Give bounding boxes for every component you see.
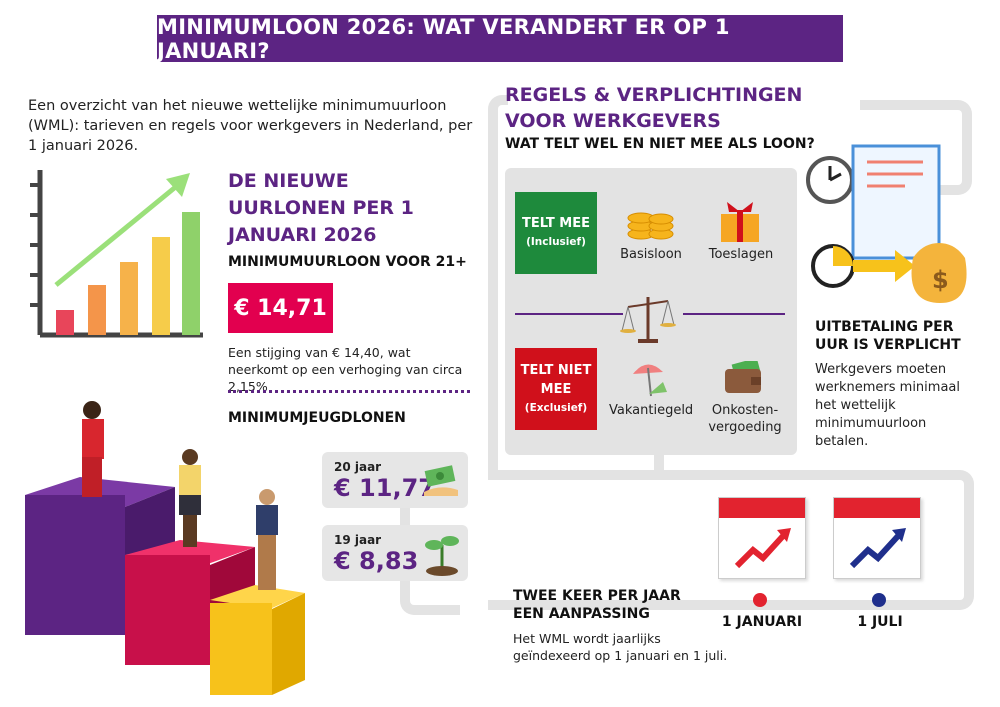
excluded-title: TELT NIET MEE: [520, 362, 592, 397]
indexation-heading: TWEE KEER PER JAAR EEN AANPASSING: [513, 588, 681, 622]
beach-umbrella-icon: [633, 364, 667, 397]
coins-icon: [627, 212, 674, 240]
clock-document-moneybag-illustration: $: [806, 144, 967, 303]
date-label: 1 JULI: [857, 614, 903, 630]
wallet-icon: [725, 361, 761, 393]
podium-people-illustration: [25, 401, 305, 695]
intro-text: Een overzicht van het nieuwe wettelijke …: [28, 98, 473, 154]
money-hand-icon: [424, 465, 458, 496]
excluded-tag: TELT NIET MEE (Exclusief): [515, 348, 597, 430]
connector-line: [488, 470, 974, 610]
payment-heading: UITBETALING PER UUR IS VERPLICHT: [815, 319, 961, 353]
wage-components-panel: TELT MEE (Inclusief) Basisloon Toeslagen…: [505, 168, 797, 455]
date-label: 1 JANUARI: [721, 614, 803, 630]
youth-age: 20 jaar: [334, 460, 382, 474]
youth-wage-card: 20 jaar € 11,77: [322, 452, 468, 508]
wages-heading: DE NIEUWE UURLONEN PER 1 JANUARI 2026: [228, 170, 414, 246]
payment-text: Werkgevers moeten werknemers minimaal he…: [815, 362, 960, 449]
adult-wage-label: MINIMUMUURLOON VOOR 21+: [228, 254, 467, 270]
excluded-sub: (Exclusief): [524, 401, 588, 414]
growth-chart-icon: [30, 170, 203, 338]
gift-icon: [721, 202, 759, 242]
sprout-icon: [425, 536, 459, 576]
youth-heading: MINIMUMJEUGDLONEN: [228, 410, 406, 426]
indexation-text: Het WML wordt jaarlijks geïndexeerd op 1…: [513, 631, 728, 663]
included-item: Toeslagen: [708, 247, 774, 262]
calendar-july-icon: [833, 497, 921, 579]
included-title: TELT MEE: [522, 216, 590, 231]
calendar-january-icon: [718, 497, 806, 579]
divider: [228, 390, 470, 393]
title-banner: MINIMUMLOON 2026: WAT VERANDERT ER OP 1 …: [157, 15, 843, 63]
connector-line: [488, 95, 508, 480]
svg-text:$: $: [932, 266, 949, 294]
january-dot: [753, 593, 767, 607]
adult-wage-value: € 14,71: [228, 283, 333, 333]
youth-wage-card: 19 jaar € 8,83: [322, 525, 468, 581]
divider: [515, 313, 623, 315]
excluded-item: Onkosten-vergoeding: [708, 403, 782, 435]
youth-value: € 8,83: [334, 547, 419, 575]
included-sub: (Inclusief): [526, 236, 586, 248]
adult-wage-note: Een stijging van € 14,40, wat neerkomt o…: [228, 345, 463, 394]
july-dot: [872, 593, 886, 607]
rules-heading: REGELS & VERPLICHTINGEN VOOR WERKGEVERS: [505, 84, 803, 132]
included-item: Basisloon: [620, 247, 682, 262]
divider: [683, 313, 785, 315]
included-tag: TELT MEE (Inclusief): [515, 192, 597, 274]
scale-icon: [620, 297, 676, 343]
excluded-item: Vakantiegeld: [609, 403, 694, 418]
rules-subheading: WAT TELT WEL EN NIET MEE ALS LOON?: [505, 136, 815, 152]
youth-value: € 11,77: [334, 474, 435, 502]
connector-line: [654, 455, 664, 475]
youth-age: 19 jaar: [334, 533, 382, 547]
